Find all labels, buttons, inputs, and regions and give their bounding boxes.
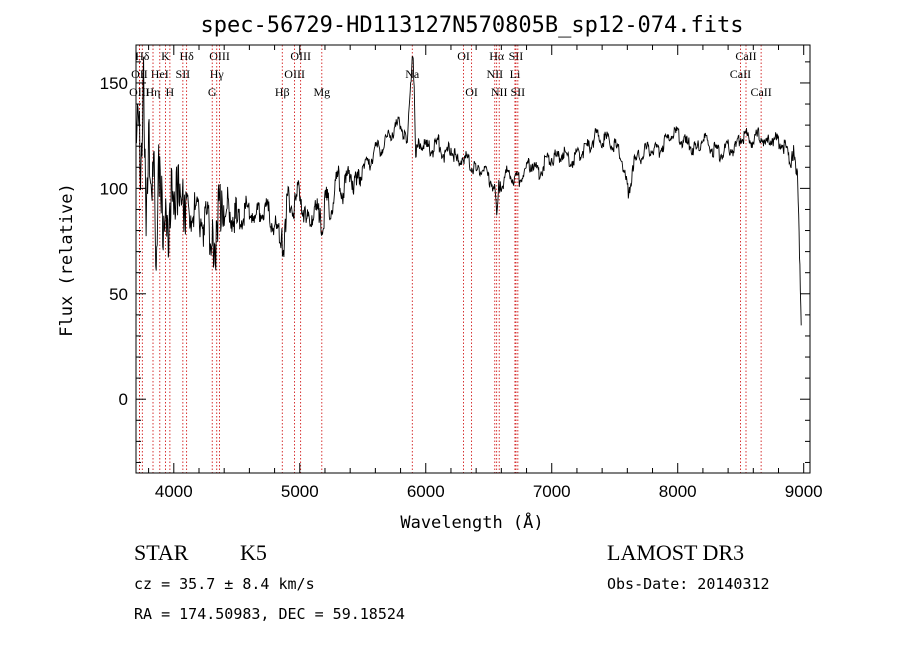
redshift-text: cz = 35.7 ± 8.4 km/s [134, 575, 315, 593]
line-label-20: SII [509, 49, 524, 63]
line-label-9: OIII [209, 49, 230, 63]
line-label-10: Hγ [210, 67, 225, 81]
coordinates: RA = 174.50983, DEC = 59.18524 [134, 605, 405, 623]
line-label-4: HeI [151, 67, 169, 81]
line-label-18: OI [465, 85, 478, 99]
line-label-27: CaII [750, 85, 771, 99]
line-label-16: Na [405, 67, 420, 81]
line-label-7: Hδ [179, 49, 194, 63]
line-label-22: Li [510, 67, 521, 81]
survey-name: LAMOST DR3 [607, 540, 744, 565]
line-label-24: SII [511, 85, 526, 99]
series-layer [135, 55, 802, 326]
x-tick-label-0: 4000 [155, 482, 193, 501]
line-label-19: Hα [489, 49, 505, 63]
line-label-6: H [166, 85, 175, 99]
y-tick-label-1: 50 [109, 285, 128, 304]
x-tick-label-1: 5000 [281, 482, 319, 501]
x-tick-label-4: 8000 [659, 482, 697, 501]
line-label-14: Hβ [275, 85, 290, 99]
series-flux [135, 55, 802, 326]
y-axis-label: Flux (relative) [57, 183, 77, 337]
x-tick-label-2: 6000 [407, 482, 445, 501]
y-tick-label-0: 0 [119, 390, 128, 409]
line-label-13: OIII [284, 67, 305, 81]
line-label-8: SII [176, 67, 191, 81]
line-label-25: CaII [735, 49, 756, 63]
line-label-21: NII [486, 67, 503, 81]
line-label-0: Hδ [135, 49, 150, 63]
line-label-2: OIII [129, 85, 150, 99]
line-label-15: Mg [313, 85, 330, 99]
line-label-23: NII [491, 85, 508, 99]
x-tick-label-3: 7000 [533, 482, 571, 501]
x-tick-label-5: 9000 [785, 482, 823, 501]
y-tick-label-3: 150 [100, 74, 128, 93]
line-label-26: CaII [730, 67, 751, 81]
line-label-11: G [208, 85, 217, 99]
line-label-17: OI [457, 49, 470, 63]
y-tick-label-2: 100 [100, 179, 128, 198]
object-class: STAR [134, 540, 189, 565]
obs-date: Obs-Date: 20140312 [607, 575, 770, 593]
line-label-12: OIII [290, 49, 311, 63]
plot-frame [135, 44, 811, 474]
line-label-3: K [161, 49, 170, 63]
object-subclass: K5 [240, 540, 267, 565]
axis-ticks: 4000 5000 6000 7000 8000 9000 0 50 100 150 [100, 45, 823, 501]
line-label-5: Hη [146, 85, 161, 99]
chart-title: spec-56729-HD113127N570805B_sp12-074.fit… [200, 13, 743, 38]
x-axis-label: Wavelength (Å) [400, 511, 543, 533]
